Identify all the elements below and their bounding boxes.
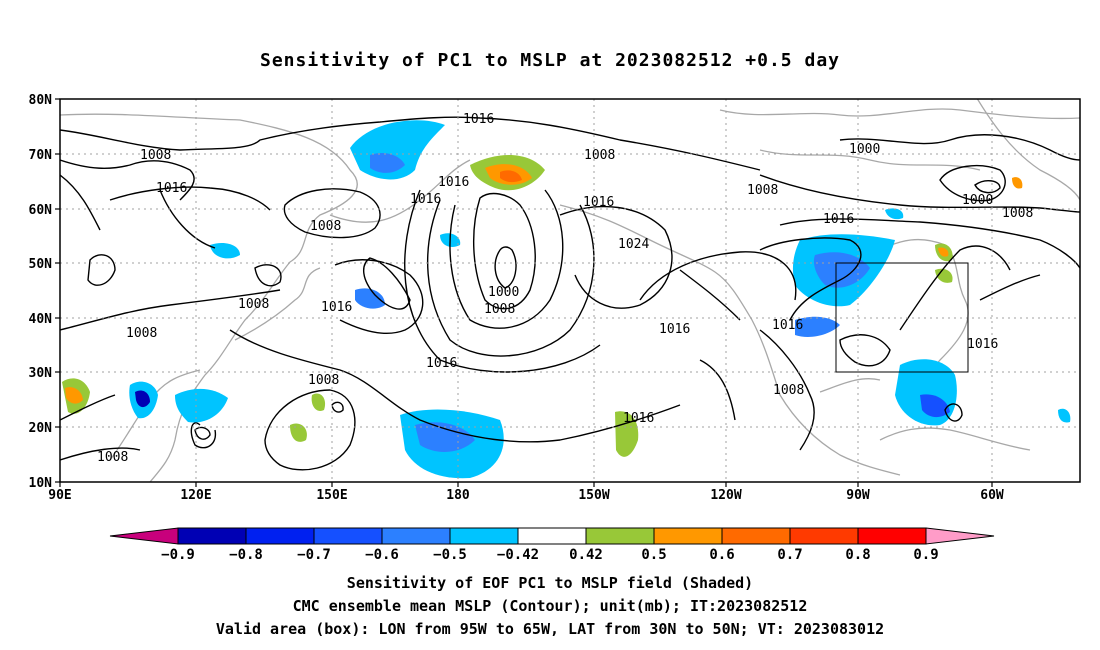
colorbar-segment xyxy=(925,527,995,545)
coastlines xyxy=(60,99,1080,482)
colorbar-segment xyxy=(653,527,723,545)
colorbar-segment xyxy=(313,527,383,545)
contour-label: 1008 xyxy=(140,148,171,163)
colorbar-label: 0.7 xyxy=(777,547,802,563)
contour-label: 1016 xyxy=(623,411,654,426)
colorbar-segment xyxy=(109,527,179,545)
contour-label: 1016 xyxy=(583,195,614,210)
contour-label: 1016 xyxy=(410,192,441,207)
lat-label: 10N xyxy=(29,476,53,491)
contour-label: 1016 xyxy=(823,212,854,227)
map-title: Sensitivity of PC1 to MSLP at 2023082512… xyxy=(259,50,840,71)
contour-label: 1000 xyxy=(962,193,993,208)
contour-labels: 1016 1008 1008 1016 1016 1016 1008 1008 … xyxy=(97,112,1033,465)
colorbar-label: −0.5 xyxy=(433,547,467,563)
contour-label: 1016 xyxy=(967,337,998,352)
contour-label: 1008 xyxy=(1002,206,1033,221)
colorbar-label: 0.42 xyxy=(569,547,603,563)
colorbar-label: 0.8 xyxy=(845,547,870,563)
colorbar-label: −0.42 xyxy=(497,547,539,563)
colorbar-label: 0.5 xyxy=(641,547,666,563)
lon-label: 180 xyxy=(446,488,470,503)
lat-labels: 80N 70N 60N 50N 40N 30N 20N 10N xyxy=(29,93,53,491)
footer-line-2: CMC ensemble mean MSLP (Contour); unit(m… xyxy=(292,597,808,615)
contour-label: 1024 xyxy=(618,237,649,252)
mslp-contours xyxy=(60,116,1080,471)
colorbar-segment xyxy=(585,527,655,545)
contour-label: 1016 xyxy=(438,175,469,190)
contour-label: 1000 xyxy=(849,142,880,157)
contour-label: 1016 xyxy=(463,112,494,127)
contour-label: 1008 xyxy=(126,326,157,341)
colorbar-segment xyxy=(517,527,587,545)
map-frame xyxy=(59,98,1081,483)
colorbar-segment xyxy=(857,527,927,545)
lon-label: 90E xyxy=(48,488,71,503)
colorbar-segment xyxy=(721,527,791,545)
lon-label: 150W xyxy=(578,488,609,503)
colorbar: −0.9 −0.8 −0.7 −0.6 −0.5 −0.42 0.42 0.5 0.6 0.7 0.… xyxy=(109,527,995,563)
colorbar-label: −0.9 xyxy=(161,547,195,563)
contour-label: 1016 xyxy=(321,300,352,315)
lat-ticks xyxy=(55,98,60,483)
colorbar-label: −0.6 xyxy=(365,547,399,563)
contour-label: 1008 xyxy=(773,383,804,398)
valid-area-box xyxy=(835,262,969,373)
map-plot-area: 1016 1008 1008 1016 1016 1016 1008 1008 … xyxy=(60,99,1080,482)
lat-label: 20N xyxy=(29,421,53,436)
contour-label: 1016 xyxy=(659,322,690,337)
lat-label: 80N xyxy=(29,93,53,108)
lon-label: 150E xyxy=(316,488,347,503)
contour-label: 1016 xyxy=(426,356,457,371)
graticule xyxy=(60,99,1080,482)
colorbar-segment xyxy=(381,527,451,545)
contour-label: 1016 xyxy=(156,181,187,196)
lat-label: 70N xyxy=(29,148,53,163)
colorbar-segment xyxy=(789,527,859,545)
lon-labels: 90E 120E 150E 180 150W 120W 90W 60W xyxy=(48,488,1004,503)
colorbar-label: 0.6 xyxy=(709,547,734,563)
contour-label: 1008 xyxy=(584,148,615,163)
contour-label: 1016 xyxy=(772,318,803,333)
contour-label: 1008 xyxy=(484,302,515,317)
contour-label: 1008 xyxy=(238,297,269,312)
contour-label: 1008 xyxy=(308,373,339,388)
lon-ticks xyxy=(59,482,993,487)
lon-label: 120E xyxy=(180,488,211,503)
colorbar-segment xyxy=(449,527,519,545)
colorbar-label: −0.7 xyxy=(297,547,331,563)
lat-label: 40N xyxy=(29,312,53,327)
colorbar-segment xyxy=(245,527,315,545)
footer-line-3: Valid area (box): LON from 95W to 65W, L… xyxy=(215,620,885,638)
lon-label: 120W xyxy=(710,488,741,503)
colorbar-segment xyxy=(177,527,247,545)
colorbar-label: 0.9 xyxy=(913,547,938,563)
contour-label: 1008 xyxy=(310,219,341,234)
lat-label: 30N xyxy=(29,366,53,381)
lon-label: 60W xyxy=(980,488,1004,503)
lon-label: 90W xyxy=(846,488,870,503)
sensitivity-shading xyxy=(62,120,1071,479)
contour-label: 1008 xyxy=(747,183,778,198)
lat-label: 50N xyxy=(29,257,53,272)
contour-label: 1000 xyxy=(488,285,519,300)
footer-line-1: Sensitivity of EOF PC1 to MSLP field (Sh… xyxy=(346,574,754,592)
contour-label: 1008 xyxy=(97,450,128,465)
lat-label: 60N xyxy=(29,203,53,218)
colorbar-label: −0.8 xyxy=(229,547,263,563)
